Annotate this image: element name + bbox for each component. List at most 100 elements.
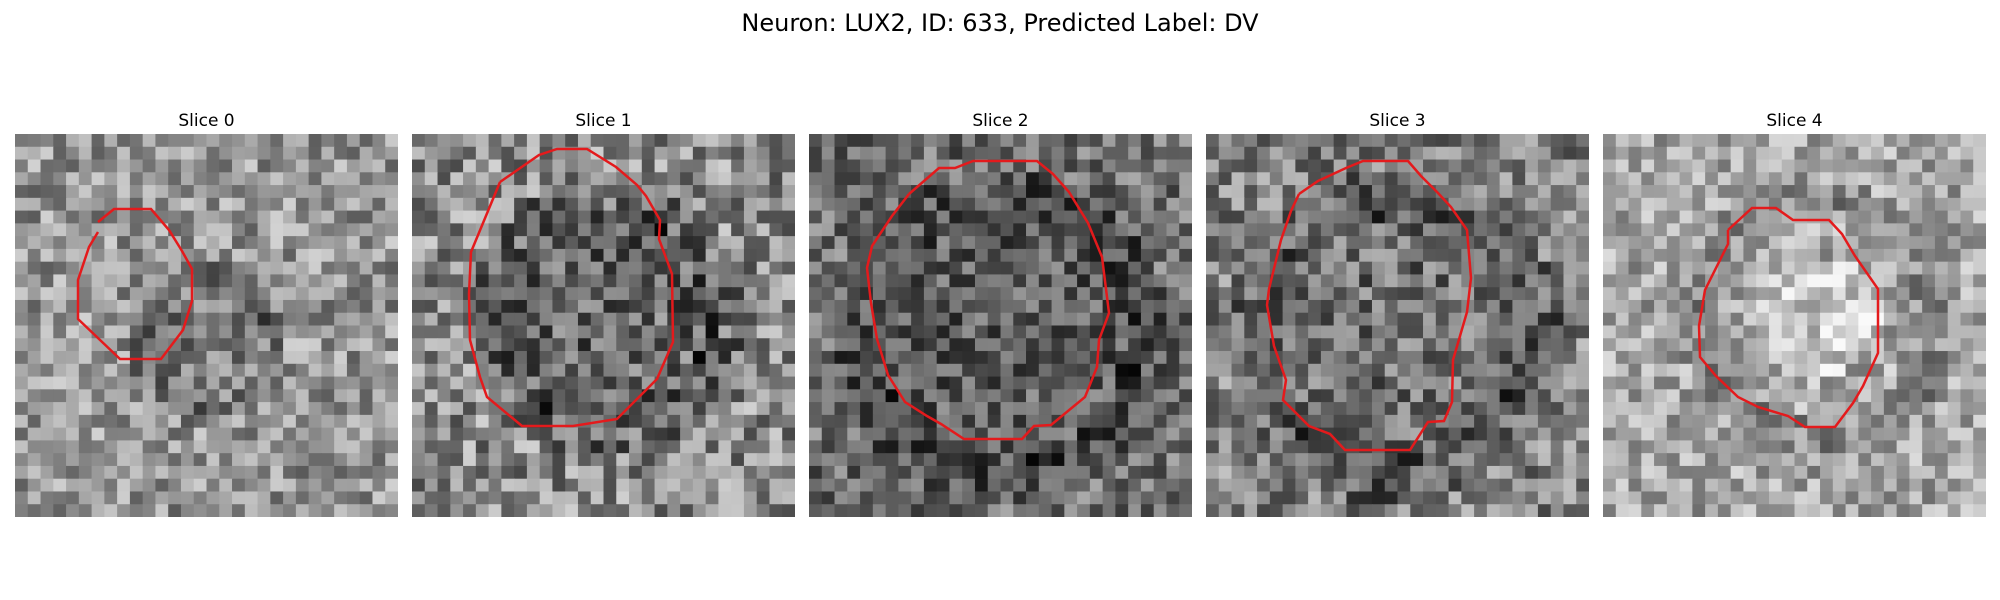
image-pixel	[526, 159, 541, 173]
image-pixel	[1410, 402, 1424, 416]
image-pixel	[629, 414, 643, 429]
image-pixel	[15, 210, 29, 224]
image-pixel	[257, 389, 271, 403]
image-pixel	[488, 427, 502, 441]
image-pixel	[1845, 325, 1859, 339]
image-pixel	[603, 504, 617, 517]
image-pixel	[501, 363, 515, 378]
image-pixel	[1603, 210, 1617, 224]
image-pixel	[437, 134, 451, 148]
image-pixel	[1115, 248, 1129, 263]
image-pixel	[1359, 504, 1373, 517]
image-pixel	[1563, 248, 1577, 263]
image-pixel	[1603, 478, 1617, 493]
image-pixel	[577, 440, 592, 454]
image-pixel	[359, 172, 374, 186]
image-pixel	[1486, 338, 1501, 352]
image-pixel	[219, 453, 233, 467]
image-pixel	[974, 210, 989, 224]
image-pixel	[590, 172, 605, 186]
image-pixel	[1115, 236, 1129, 250]
image-pixel	[1102, 172, 1116, 186]
image-pixel	[1140, 274, 1155, 288]
image-pixel	[206, 159, 220, 173]
image-pixel	[1013, 146, 1027, 161]
image-pixel	[501, 223, 515, 237]
image-pixel	[565, 478, 579, 493]
image-pixel	[193, 172, 208, 186]
image-pixel	[1244, 146, 1258, 161]
image-pixel	[616, 427, 630, 441]
image-pixel	[1308, 197, 1322, 212]
image-pixel	[40, 402, 54, 416]
image-pixel	[450, 172, 464, 186]
image-pixel	[692, 363, 707, 378]
image-pixel	[1269, 478, 1284, 493]
image-pixel	[1807, 440, 1821, 454]
image-pixel	[1679, 414, 1693, 429]
image-pixel	[424, 185, 439, 199]
image-pixel	[78, 210, 93, 224]
image-pixel	[1179, 287, 1192, 301]
image-pixel	[756, 146, 771, 161]
image-pixel	[1603, 185, 1617, 199]
image-pixel	[847, 440, 861, 454]
image-pixel	[974, 197, 989, 212]
image-pixel	[1576, 274, 1589, 288]
image-pixel	[219, 414, 233, 429]
image-pixel	[974, 261, 989, 276]
image-pixel	[1576, 440, 1589, 454]
image-pixel	[1269, 197, 1284, 212]
image-pixel	[1820, 172, 1834, 186]
image-pixel	[692, 325, 707, 339]
image-pixel	[667, 427, 681, 441]
image-pixel	[40, 465, 54, 480]
image-pixel	[1359, 159, 1373, 173]
image-pixel	[1743, 338, 1757, 352]
image-pixel	[488, 312, 502, 327]
image-pixel	[949, 363, 963, 378]
image-pixel	[834, 465, 848, 480]
image-pixel	[91, 402, 105, 416]
image-pixel	[834, 376, 848, 390]
image-pixel	[1871, 491, 1885, 505]
image-pixel	[1525, 491, 1539, 505]
image-pixel	[911, 146, 925, 161]
image-pixel	[692, 274, 707, 288]
image-pixel	[1692, 465, 1706, 480]
image-pixel	[1308, 504, 1322, 517]
image-pixel	[1051, 274, 1065, 288]
image-pixel	[412, 312, 426, 327]
image-pixel	[809, 491, 823, 505]
image-pixel	[514, 210, 528, 224]
image-pixel	[1654, 223, 1668, 237]
image-pixel	[321, 312, 335, 327]
image-pixel	[731, 376, 745, 390]
image-pixel	[1705, 299, 1719, 314]
image-pixel	[692, 440, 707, 454]
image-pixel	[1206, 453, 1220, 467]
image-pixel	[1000, 440, 1014, 454]
image-pixel	[1563, 197, 1577, 212]
image-pixel	[40, 287, 54, 301]
image-pixel	[1845, 299, 1859, 314]
image-pixel	[1013, 248, 1027, 263]
image-pixel	[1089, 197, 1104, 212]
image-pixel	[168, 274, 182, 288]
image-pixel	[1743, 261, 1757, 276]
image-pixel	[1909, 491, 1923, 505]
image-pixel	[1871, 248, 1885, 263]
image-pixel	[1641, 465, 1655, 480]
image-pixel	[1512, 376, 1526, 390]
image-pixel	[756, 504, 771, 517]
image-pixel	[1960, 287, 1974, 301]
image-pixel	[1807, 146, 1821, 161]
image-pixel	[1206, 491, 1220, 505]
image-pixel	[847, 504, 861, 517]
image-pixel	[463, 159, 477, 173]
image-pixel	[244, 134, 259, 148]
image-pixel	[15, 146, 29, 161]
image-pixel	[66, 414, 80, 429]
image-pixel	[1013, 134, 1027, 148]
image-pixel	[412, 440, 426, 454]
